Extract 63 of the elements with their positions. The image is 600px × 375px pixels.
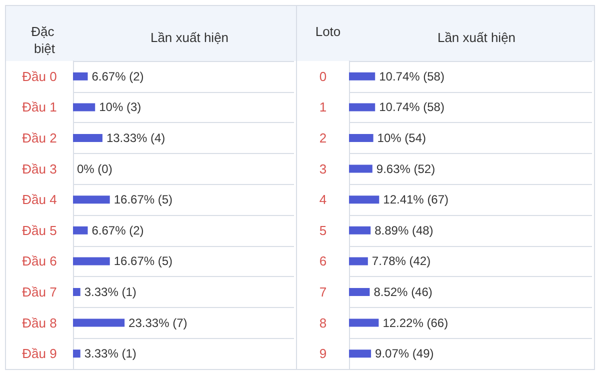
data-label: 12.41% (67)	[383, 192, 449, 207]
data-label: 3.33% (1)	[84, 285, 136, 299]
data-label: 6.67% (2)	[92, 69, 144, 84]
y-tick-label: 4	[319, 192, 327, 208]
data-label: 8.89% (48)	[374, 223, 434, 238]
bar	[349, 72, 376, 80]
bar	[73, 257, 110, 266]
y-tick-label: Đầu 0	[22, 68, 57, 84]
bar	[73, 103, 96, 112]
data-label: 8.52% (46)	[374, 285, 432, 299]
bar	[349, 103, 376, 112]
data-label: 0% (0)	[77, 162, 112, 176]
y-tick-label: Đầu 3	[22, 161, 57, 176]
y-tick-label: 9	[319, 346, 327, 362]
chart-title: Lần xuất hiện	[437, 30, 516, 45]
y-tick-label: Đầu 7	[22, 284, 57, 300]
bar	[349, 164, 372, 173]
bar	[73, 350, 80, 358]
bar	[349, 350, 372, 358]
data-label: 9.63% (52)	[376, 162, 436, 176]
bar	[73, 226, 88, 234]
bar	[349, 226, 371, 234]
y-tick-label: Đầu 4	[22, 192, 57, 208]
data-label: 16.67% (5)	[114, 254, 173, 268]
bar	[349, 134, 374, 142]
data-label: 12.22% (66)	[382, 316, 448, 330]
data-label: 9.07% (49)	[375, 346, 434, 361]
y-tick-label: Đầu 8	[22, 315, 57, 330]
y-tick-label: 7	[319, 284, 327, 300]
data-label: 10% (3)	[99, 100, 142, 114]
bar	[73, 134, 102, 142]
y-tick-label: 2	[319, 130, 327, 146]
bar	[349, 257, 368, 266]
data-label: 10.74% (58)	[379, 100, 444, 114]
y-axis-title: Đặc biệt	[31, 24, 58, 56]
y-tick-label: Đầu 2	[22, 130, 57, 146]
bar	[73, 196, 110, 204]
data-label: 10% (54)	[377, 131, 426, 145]
data-label: 3.33% (1)	[84, 346, 136, 361]
bar	[349, 318, 379, 327]
data-label: 10.74% (58)	[379, 69, 444, 84]
y-tick-label: 6	[319, 254, 327, 269]
data-label: 13.33% (4)	[106, 131, 166, 145]
data-label: 7.78% (42)	[372, 254, 431, 268]
y-tick-label: 0	[319, 68, 327, 84]
y-tick-label: 8	[319, 315, 327, 330]
bar	[73, 72, 88, 80]
bar	[73, 318, 125, 327]
y-axis-title: Loto	[315, 24, 341, 39]
bar	[349, 196, 380, 204]
bar	[349, 288, 370, 296]
chart-title: Lần xuất hiện	[150, 30, 229, 45]
data-label: 23.33% (7)	[128, 316, 188, 330]
y-tick-label: Đầu 5	[22, 222, 57, 238]
y-tick-label: Đầu 1	[22, 100, 57, 115]
y-tick-label: 1	[319, 100, 327, 115]
data-label: 16.67% (5)	[114, 192, 173, 207]
y-tick-label: Đầu 6	[22, 254, 57, 269]
y-tick-label: 3	[319, 161, 327, 176]
y-tick-label: 5	[319, 222, 327, 238]
y-tick-label: Đầu 9	[22, 346, 57, 362]
data-label: 6.67% (2)	[92, 223, 144, 238]
bar	[73, 288, 80, 296]
